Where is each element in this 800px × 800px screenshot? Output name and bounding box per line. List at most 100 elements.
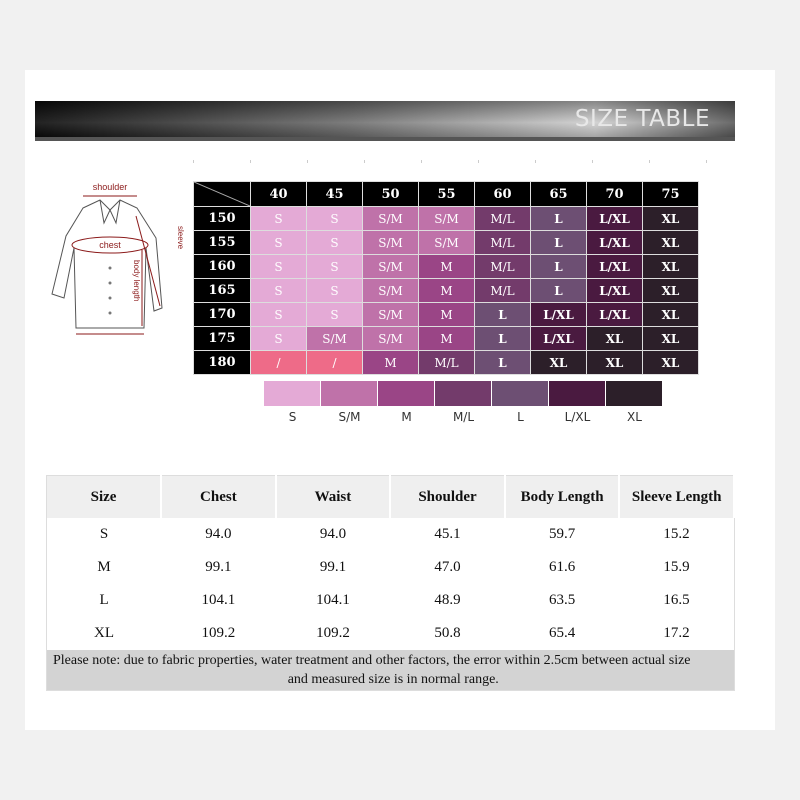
note-row: Please note: due to fabric properties, w…: [46, 650, 734, 691]
weight-header: 60: [474, 181, 531, 207]
legend-label: L/XL: [564, 410, 591, 424]
grid-header-row: 40 45 50 55 60 65 70 75: [193, 181, 699, 207]
body-length-label: body length: [132, 260, 141, 301]
height-header: 170: [193, 302, 251, 327]
size-cell: L/XL: [530, 302, 587, 327]
size-cell: S: [306, 254, 363, 279]
table-cell: 94.0: [205, 526, 232, 542]
height-header: 160: [193, 254, 251, 279]
column-header: Sleeve Length: [619, 475, 735, 518]
legend-label: XL: [627, 410, 642, 424]
chest-label: chest: [99, 240, 121, 250]
size-cell: L/XL: [530, 326, 587, 351]
diagonal-line: [194, 182, 250, 206]
measurement-table: Size Chest Waist Shoulder Body Length Sleeve …: [46, 475, 735, 691]
table-row: M 99.1 99.1 47.0 61.6 15.9: [47, 551, 735, 584]
note-line-1: Please note: due to fabric properties, w…: [53, 653, 691, 668]
table-cell: L: [99, 592, 109, 608]
weight-header: 50: [362, 181, 419, 207]
separator-dot: [421, 160, 422, 163]
size-table-banner: SIZE TABLE: [35, 101, 735, 141]
size-cell: S/M: [362, 230, 419, 255]
weight-header: 45: [306, 181, 363, 207]
size-cell: M/L: [474, 230, 531, 255]
size-cell: XL: [642, 326, 699, 351]
table-cell: 48.9: [434, 592, 461, 608]
height-header: 180: [193, 350, 251, 375]
shoulder-label: shoulder: [93, 182, 128, 192]
size-cell: S: [250, 254, 307, 279]
table-cell: 104.1: [316, 592, 350, 608]
size-cell: XL: [642, 254, 699, 279]
size-cell: S/M: [362, 326, 419, 351]
legend-label: M/L: [452, 410, 475, 424]
size-cell: M: [418, 302, 475, 327]
size-cell: /: [250, 350, 307, 375]
table-cell: 99.1: [319, 559, 347, 575]
legend-swatch: [321, 381, 377, 406]
shirt-measurement-diagram: shoulder chest sleeve body length waist: [51, 182, 185, 338]
grid-corner-cell: [193, 181, 251, 207]
size-cell: XL: [586, 326, 643, 351]
column-header: Body Length: [504, 475, 621, 518]
table-cell: XL: [94, 625, 115, 641]
size-cell: S: [306, 278, 363, 303]
table-cell: 50.8: [434, 625, 461, 641]
size-cell: S/M: [306, 326, 363, 351]
legend-label: M: [401, 410, 412, 424]
size-cell: S: [306, 302, 363, 327]
table-cell: 94.0: [319, 526, 347, 542]
banner-shade: [35, 101, 735, 137]
legend-swatch: [492, 381, 548, 406]
size-cell: L: [530, 278, 587, 303]
table-cell: 109.2: [316, 625, 350, 641]
table-cell: S: [99, 526, 109, 542]
table-row: XL 109.2 109.2 50.8 65.4 17.2: [47, 617, 735, 650]
weight-header: 40: [250, 181, 307, 207]
separator-dot: [478, 160, 479, 163]
grid-row: 170 S S S/M M L L/XL L/XL XL: [193, 302, 699, 327]
size-cell: L: [474, 350, 531, 375]
size-cell: XL: [530, 350, 587, 375]
size-cell: S/M: [418, 230, 475, 255]
height-weight-size-grid: 40 45 50 55 60 65 70 75 150 S S S/M S/M M/L L L/XL XL 155…: [193, 181, 699, 375]
size-cell: S/M: [418, 206, 475, 231]
size-cell: S/M: [362, 302, 419, 327]
weight-header: 55: [418, 181, 475, 207]
size-cell: S: [250, 206, 307, 231]
table-cell: 15.9: [663, 559, 690, 575]
size-cell: L/XL: [586, 254, 643, 279]
legend-swatch: [264, 381, 320, 406]
height-header: 150: [193, 206, 251, 231]
size-cell: XL: [642, 350, 699, 375]
separator-dot: [193, 160, 194, 163]
separator-dot: [307, 160, 308, 163]
table-cell: 63.5: [548, 592, 576, 608]
size-cell: S: [306, 206, 363, 231]
grid-row: 155 S S S/M S/M M/L L L/XL XL: [193, 230, 699, 255]
size-cell: L: [530, 230, 587, 255]
size-cell: XL: [642, 302, 699, 327]
size-cell: /: [306, 350, 363, 375]
table-row: L 104.1 104.1 48.9 63.5 16.5: [47, 584, 735, 617]
weight-header: 65: [530, 181, 587, 207]
color-legend: [264, 381, 663, 406]
legend-swatch: [549, 381, 605, 406]
legend-labels: S S/M M M/L L L/XL XL: [264, 410, 663, 424]
grid-row: 150 S S S/M S/M M/L L L/XL XL: [193, 206, 699, 231]
size-cell: L: [530, 254, 587, 279]
size-cell: M/L: [474, 254, 531, 279]
table-cell: 104.1: [201, 592, 236, 608]
waist-label: waist: [99, 337, 121, 338]
table-cell: 47.0: [434, 559, 461, 575]
separator-dot: [649, 160, 650, 163]
legend-label: S/M: [338, 410, 361, 424]
table-cell: 59.7: [548, 526, 576, 542]
separator-dot: [592, 160, 593, 163]
size-cell: M: [418, 278, 475, 303]
legend-label: S: [288, 410, 297, 424]
table-cell: 109.2: [201, 625, 236, 641]
note-line-2: and measured size is in normal range.: [287, 672, 499, 687]
dotted-separator: [193, 160, 707, 164]
size-cell: L/XL: [586, 206, 643, 231]
